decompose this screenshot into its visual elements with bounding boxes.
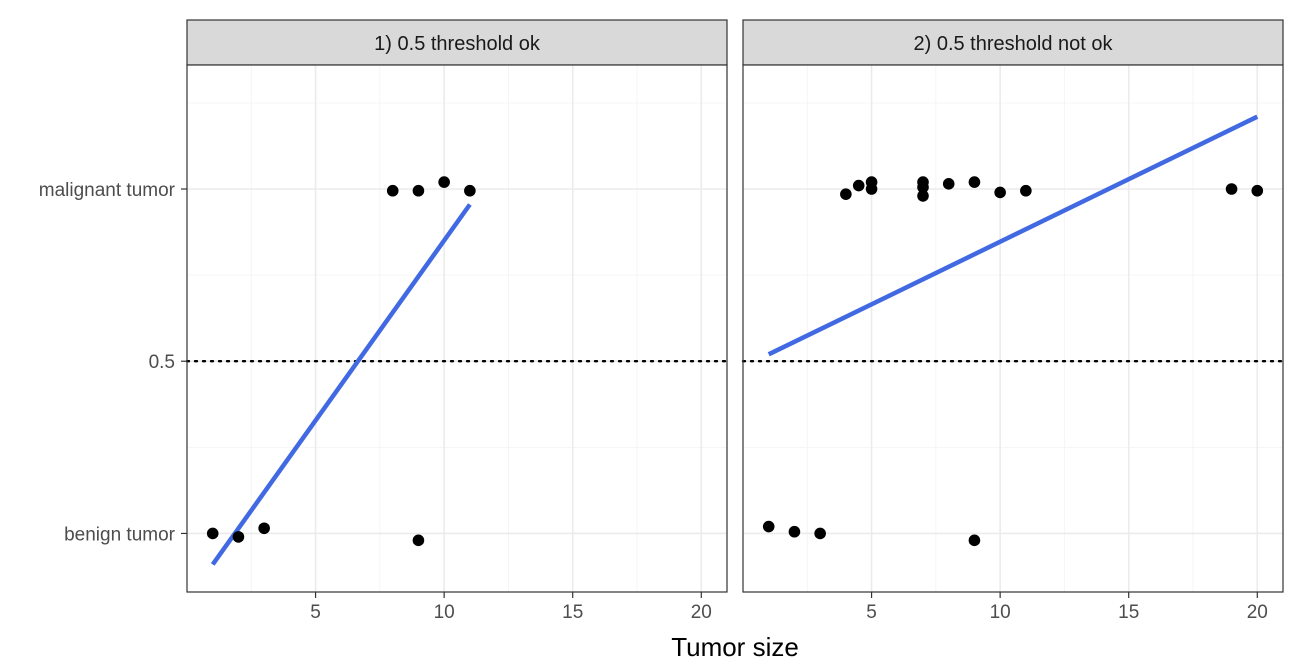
y-tick-label: benign tumor <box>64 524 176 545</box>
data-point <box>788 525 801 538</box>
data-point <box>917 181 929 194</box>
x-tick-label: 5 <box>310 602 321 623</box>
y-tick-label: 0.5 <box>149 352 175 373</box>
fit-line-1 <box>210 203 472 566</box>
facet-strip-1 <box>186 19 728 66</box>
x-tick-label: 15 <box>562 602 583 623</box>
x-tick-label: 20 <box>1247 602 1268 623</box>
data-point <box>1251 184 1264 197</box>
y-axis: benign tumor 0.5 malignant tumor <box>39 180 187 545</box>
y-tick-label: malignant tumor <box>39 180 176 201</box>
points-1 <box>206 176 476 547</box>
panel-1: 1) 0.5 threshold ok <box>185 19 729 593</box>
data-point <box>865 183 878 195</box>
data-point <box>994 186 1006 199</box>
data-point <box>762 520 775 533</box>
data-point <box>258 522 270 535</box>
x-tick-label: 15 <box>1118 602 1139 623</box>
data-point <box>942 178 955 190</box>
data-point <box>412 184 425 197</box>
x-tick-label: 10 <box>990 602 1011 623</box>
data-point <box>917 190 929 202</box>
data-point <box>464 184 476 197</box>
x-tick-label: 10 <box>434 602 455 623</box>
x-tick-label: 5 <box>866 602 877 623</box>
facet-title-1: 1) 0.5 threshold ok <box>374 33 541 55</box>
data-point <box>232 531 245 543</box>
panel-border-1 <box>186 64 728 593</box>
panel-2: 2) 0.5 threshold not ok <box>741 19 1285 593</box>
x-axis-title: Tumor size <box>671 632 799 662</box>
x-tick-label: 20 <box>691 602 712 623</box>
points-2 <box>762 176 1264 547</box>
data-point <box>1020 184 1032 197</box>
x-axis-1: 5 10 15 20 <box>310 592 712 623</box>
data-point <box>438 176 450 188</box>
data-point <box>852 179 865 192</box>
data-point <box>386 184 399 197</box>
data-point <box>412 534 425 547</box>
data-point <box>814 527 826 540</box>
facet-title-2: 2) 0.5 threshold not ok <box>913 33 1113 55</box>
plot-area-1 <box>187 65 727 592</box>
data-point <box>840 188 852 200</box>
data-point <box>206 527 219 540</box>
data-point <box>968 176 981 188</box>
grid-2 <box>743 65 1283 592</box>
x-axis-2: 5 10 15 20 <box>866 592 1268 623</box>
data-point <box>1225 183 1238 195</box>
fit-line-2 <box>767 114 1259 357</box>
panel-border-2 <box>742 64 1284 593</box>
data-point <box>968 534 981 547</box>
